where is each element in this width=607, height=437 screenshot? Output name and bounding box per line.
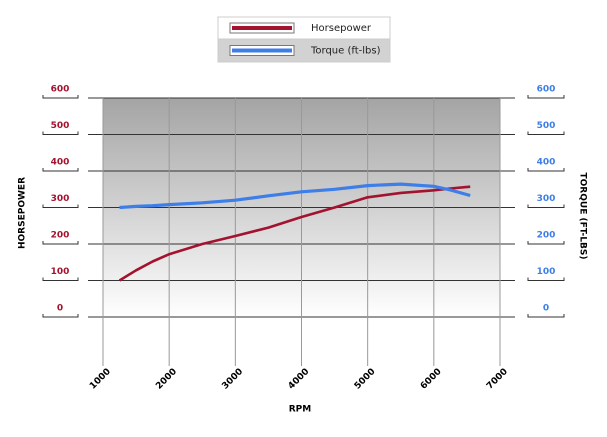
legend-label: Torque (ft-lbs) xyxy=(310,46,381,57)
y2-tick-label: 300 xyxy=(537,194,556,204)
y-tick-label: 600 xyxy=(51,85,70,95)
y-tick xyxy=(42,204,79,208)
x-tick-label: 7000 xyxy=(485,367,510,392)
x-tick-label: 1000 xyxy=(88,367,113,392)
x-tick-label: 5000 xyxy=(353,367,378,392)
y2-axis-title: TORQUE (FT-LBS) xyxy=(578,173,588,260)
y2-tick xyxy=(527,168,565,172)
y-tick-label: 200 xyxy=(51,231,70,241)
y-tick-label: 300 xyxy=(51,194,70,204)
y-tick xyxy=(42,131,79,135)
y-tick xyxy=(42,314,79,318)
y2-tick xyxy=(527,204,565,208)
y2-tick-label: 0 xyxy=(543,304,549,314)
x-tick-label: 3000 xyxy=(220,367,245,392)
x-tick-label: 4000 xyxy=(287,367,312,392)
y2-tick-label: 600 xyxy=(537,85,556,95)
x-tick-label: 2000 xyxy=(154,367,179,392)
y2-tick-label: 100 xyxy=(537,267,556,277)
y-tick-label: 0 xyxy=(57,304,63,314)
legend: Horsepower Torque (ft-lbs) xyxy=(217,16,391,63)
series-line xyxy=(119,182,471,210)
x-tick-label: 6000 xyxy=(419,367,444,392)
y-tick-label: 100 xyxy=(51,267,70,277)
y2-tick xyxy=(527,277,565,281)
y-tick xyxy=(42,241,79,245)
x-axis-title: RPM xyxy=(289,405,312,415)
y-tick xyxy=(42,168,79,172)
series-line xyxy=(118,185,471,282)
y2-tick-label: 200 xyxy=(537,231,556,241)
y2-tick xyxy=(527,314,565,318)
y2-tick xyxy=(527,241,565,245)
y2-tick xyxy=(527,95,565,99)
legend-label: Horsepower xyxy=(311,23,372,34)
y2-tick-label: 500 xyxy=(537,121,556,131)
legend-row xyxy=(217,38,391,63)
y-tick xyxy=(42,95,79,99)
y2-tick xyxy=(527,131,565,135)
y-tick-label: 500 xyxy=(51,121,70,131)
y-tick-label: 400 xyxy=(51,158,70,168)
y-tick xyxy=(42,277,79,281)
y-axis-title: HORSEPOWER xyxy=(18,177,28,249)
y2-tick-label: 400 xyxy=(537,158,556,168)
